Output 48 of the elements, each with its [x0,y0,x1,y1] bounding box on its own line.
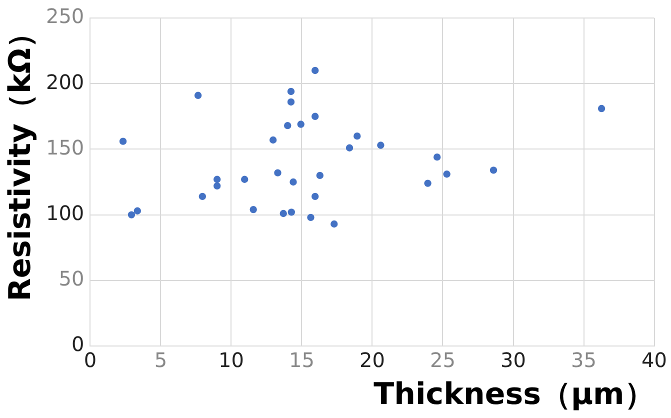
x-tick-label: 20 [360,348,385,372]
point [269,136,277,144]
point [213,176,221,183]
point [598,104,606,112]
point [287,88,295,96]
x-axis-title: Thickness（μm） [374,376,654,412]
point [274,169,282,176]
point [128,211,136,218]
point [198,192,206,200]
x-tick-label: 40 [642,348,667,372]
point [240,176,248,183]
x-tick-label: 10 [218,348,244,372]
y-tick-label: 150 [46,135,84,160]
point [354,132,361,140]
point [312,112,319,120]
point [134,207,142,214]
x-tick-label: 5 [154,348,168,372]
point [433,153,441,161]
point [490,166,498,174]
point [194,92,202,100]
y-tick-label: 0 [71,332,84,356]
point [213,182,221,190]
point [312,66,319,74]
point [297,120,304,128]
point [284,122,292,130]
point [307,214,314,222]
point [330,220,338,228]
point [443,170,450,178]
point [424,180,432,187]
x-tick-label: 25 [430,348,456,372]
point [287,98,295,106]
x-tick-label: 15 [288,348,314,372]
point [280,210,287,218]
point [312,192,319,200]
y-tick-label: 50 [58,266,84,291]
y-axis-title: Resistivity（kΩ） [2,18,38,302]
y-tick-label: 200 [46,70,84,94]
x-tick-label: 35 [571,348,596,372]
y-tick-label: 250 [46,4,84,28]
point [288,208,296,216]
point [119,138,127,145]
point [377,142,384,149]
point [316,172,324,180]
point [346,144,354,152]
point [250,206,257,214]
y-tick-label: 100 [46,201,84,226]
point [290,178,297,186]
x-tick-label: 30 [500,348,526,372]
